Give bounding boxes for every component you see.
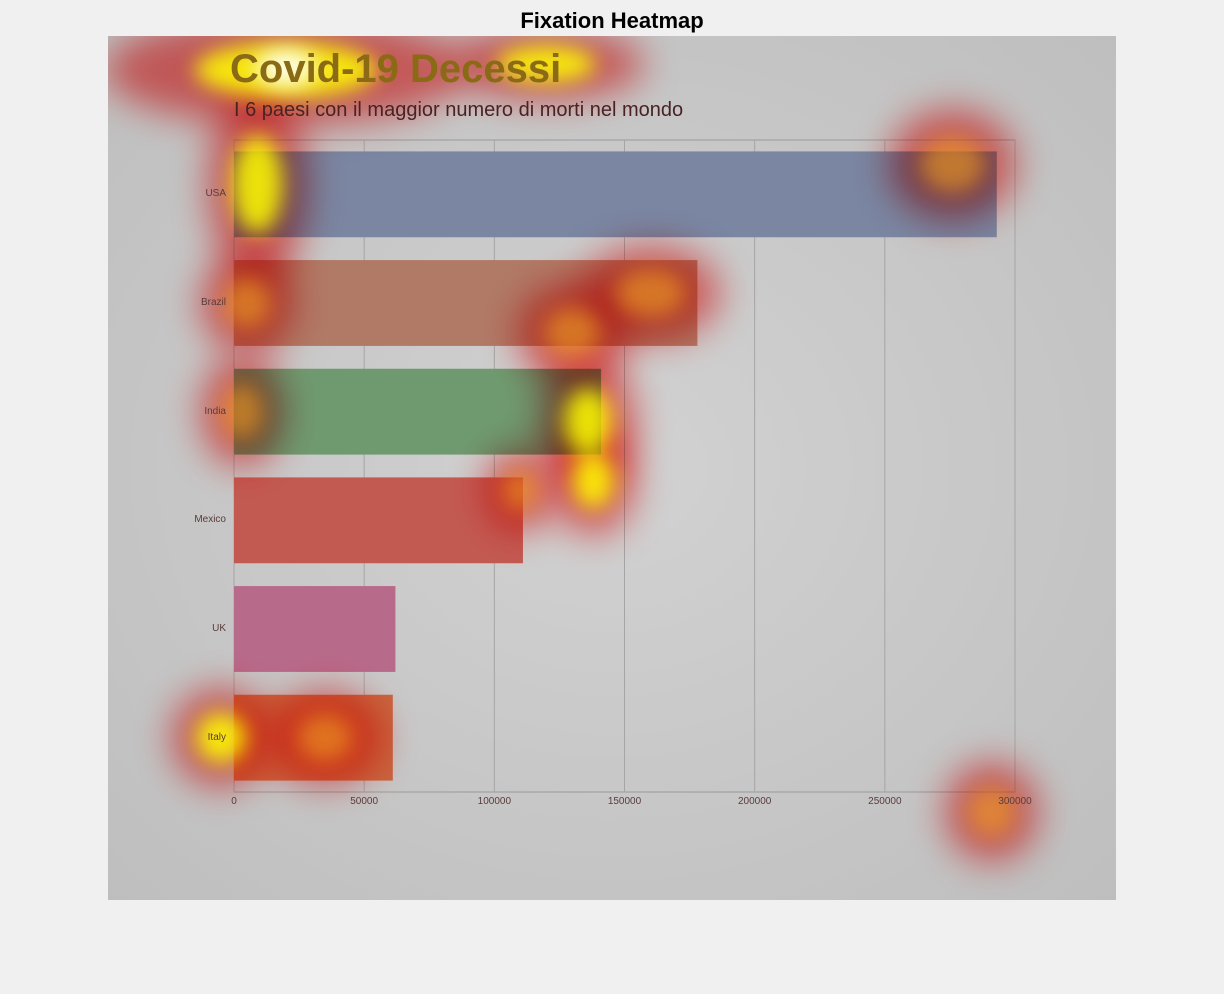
bar-mexico [234, 477, 523, 564]
x-tick-label: 250000 [868, 796, 902, 807]
category-label-brazil: Brazil [200, 297, 226, 308]
fixation-core [920, 136, 985, 193]
fixation-core [195, 712, 247, 763]
chart-subtitle: I 6 paesi con il maggior numero di morti… [234, 99, 684, 121]
category-label-uk: UK [212, 623, 226, 634]
fixation-core [297, 713, 354, 762]
bar-uk [234, 586, 396, 672]
category-label-mexico: Mexico [194, 514, 226, 526]
chart-title: Covid-19 Decessi [230, 47, 562, 91]
category-label-usa: USA [205, 188, 226, 200]
bar-usa [234, 151, 997, 238]
x-tick-label: 150000 [607, 796, 642, 807]
fixation-core [502, 469, 539, 512]
figure-title: Fixation Heatmap [520, 8, 704, 33]
category-label-india: India [204, 405, 226, 417]
fixation-core [223, 277, 271, 329]
x-tick-label: 200000 [737, 796, 772, 807]
x-tick-label: 0 [231, 796, 237, 807]
fixation-core [967, 786, 1016, 838]
fixation-core [615, 269, 686, 317]
bar-india [234, 368, 602, 455]
x-tick-label: 300000 [998, 796, 1032, 807]
bar-chart-svg [108, 36, 1116, 900]
fixation-core [497, 45, 596, 83]
fixation-core [564, 388, 612, 456]
x-tick-label: 100000 [477, 796, 512, 807]
heatmap-panel: Covid-19 Decessi I 6 paesi con il maggio… [108, 36, 1116, 900]
fixation-core [572, 452, 615, 509]
fixation-peak [256, 50, 317, 86]
fixation-core [232, 135, 283, 234]
x-tick-label: 50000 [350, 796, 379, 807]
fixation-core [544, 307, 601, 359]
heat-core-layer [195, 42, 1016, 838]
category-label-italy: Italy [207, 731, 226, 743]
fixation-core [220, 383, 263, 440]
